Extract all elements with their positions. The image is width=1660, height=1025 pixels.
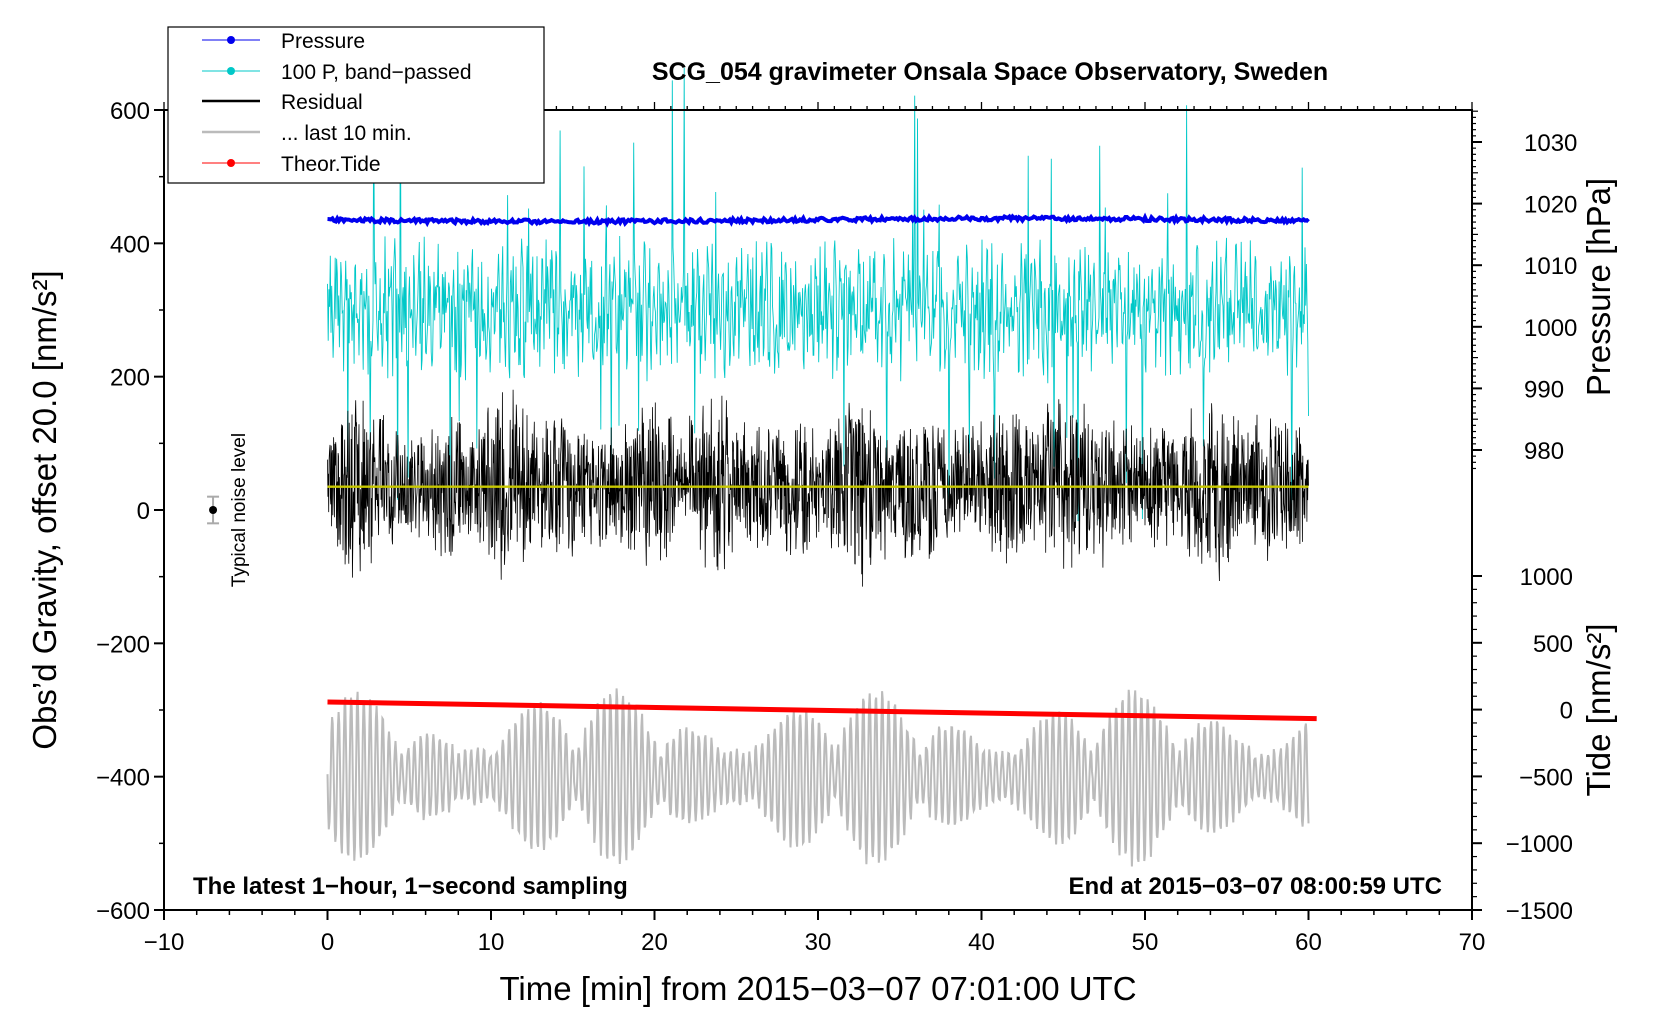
legend-label-last-10-min: ... last 10 min. bbox=[281, 122, 412, 145]
tide-tick-label: −1000 bbox=[1506, 831, 1573, 858]
last-10-min-series bbox=[326, 688, 1310, 867]
pressure-tick-label: 1000 bbox=[1524, 315, 1577, 342]
y-axis-label: Obs’d Gravity, offset 20.0 [nm/s²] bbox=[26, 270, 63, 749]
legend: Pressure 100 P, band−passed Residual ...… bbox=[167, 26, 545, 184]
pressure-series bbox=[327, 212, 1310, 228]
tide-axis-label: Tide [nm/s²] bbox=[1580, 624, 1617, 797]
noise-marker: Typical noise level bbox=[207, 433, 250, 587]
pressure-tick-label: 980 bbox=[1524, 438, 1564, 465]
x-tick-label: −10 bbox=[144, 929, 185, 956]
y-tick-label: 0 bbox=[137, 498, 150, 525]
x-tick-label: 60 bbox=[1295, 929, 1322, 956]
x-tick-label: 50 bbox=[1132, 929, 1159, 956]
x-tick-label: 70 bbox=[1459, 929, 1486, 956]
x-tick-label: 30 bbox=[805, 929, 832, 956]
x-axis-label: Time [min] from 2015−03−07 07:01:00 UTC bbox=[499, 970, 1136, 1007]
legend-label-pressure: Pressure bbox=[281, 30, 365, 53]
axes-layer: −10 0 10 20 30 40 50 60 70−600−400−2000200400600… bbox=[96, 98, 1577, 956]
tide-tick-label: −1500 bbox=[1506, 898, 1573, 925]
legend-marker bbox=[227, 36, 235, 44]
legend-box bbox=[167, 26, 545, 184]
y-tick-label: −400 bbox=[96, 765, 150, 792]
legend-label-band-passed: 100 P, band−passed bbox=[281, 61, 472, 84]
x-tick-label: 10 bbox=[478, 929, 505, 956]
end-time-annotation: End at 2015−03−07 08:00:59 UTC bbox=[1068, 873, 1442, 900]
pressure-tick-label: 1020 bbox=[1524, 192, 1577, 219]
chart-title: SCG_054 gravimeter Onsala Space Observat… bbox=[652, 58, 1328, 86]
x-tick-label: 0 bbox=[321, 929, 334, 956]
y-tick-label: 600 bbox=[110, 98, 150, 125]
tide-tick-label: 0 bbox=[1560, 698, 1573, 725]
theor-tide-series bbox=[327, 699, 1317, 722]
noise-point bbox=[209, 506, 218, 514]
x-tick-label: 40 bbox=[968, 929, 995, 956]
band-passed-pressure-series bbox=[327, 62, 1309, 522]
legend-label-residual: Residual bbox=[281, 91, 363, 114]
residual-series bbox=[327, 389, 1309, 587]
pressure-tick-label: 1030 bbox=[1524, 130, 1577, 157]
sampling-annotation: The latest 1−hour, 1−second sampling bbox=[193, 873, 628, 900]
tide-tick-label: −500 bbox=[1519, 764, 1573, 791]
y-tick-label: −600 bbox=[96, 898, 150, 925]
y-tick-label: −200 bbox=[96, 631, 150, 658]
y-tick-label: 400 bbox=[110, 231, 150, 258]
pressure-tick-label: 1010 bbox=[1524, 253, 1577, 280]
legend-marker bbox=[227, 159, 235, 167]
y-tick-label: 200 bbox=[110, 365, 150, 392]
pressure-axis-label: Pressure [hPa] bbox=[1580, 178, 1617, 396]
pressure-tick-label: 990 bbox=[1524, 376, 1564, 403]
x-tick-label: 20 bbox=[641, 929, 668, 956]
legend-marker bbox=[227, 67, 235, 75]
noise-level-label: Typical noise level bbox=[229, 433, 250, 587]
series-layer bbox=[326, 62, 1317, 867]
tide-tick-label: 500 bbox=[1533, 631, 1573, 658]
tide-tick-label: 1000 bbox=[1520, 564, 1573, 591]
legend-label-theor-tide: Theor.Tide bbox=[281, 153, 381, 176]
